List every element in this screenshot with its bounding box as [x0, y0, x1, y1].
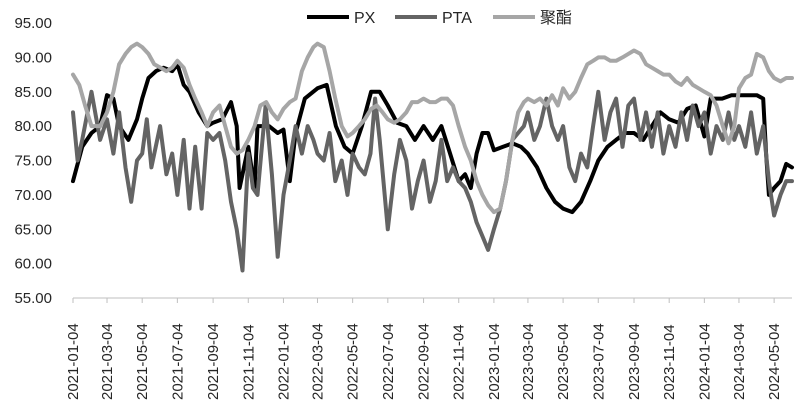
plot-area [71, 41, 794, 273]
x-tick-label: 2021-05-04 [134, 323, 151, 400]
x-tick-label: 2021-09-04 [205, 323, 222, 400]
y-tick-label: 80.00 [14, 118, 52, 135]
x-tick-label: 2022-01-04 [275, 323, 292, 400]
legend: PX PTA 聚酯 [307, 9, 572, 27]
x-tick-label: 2023-05-04 [555, 323, 572, 400]
x-tick-label: 2023-03-04 [520, 323, 537, 400]
y-tick-label: 95.00 [14, 15, 52, 32]
legend-label-2: 聚酯 [540, 9, 572, 27]
y-tick-label: 70.00 [14, 187, 52, 204]
x-tick-label: 2024-03-04 [731, 323, 748, 400]
x-tick-label: 2023-11-04 [661, 324, 678, 400]
y-tick-label: 65.00 [14, 221, 52, 238]
series-line-0 [71, 62, 794, 215]
x-tick-label: 2023-07-04 [590, 323, 607, 400]
x-tick-label: 2021-03-04 [99, 323, 116, 400]
y-tick-label: 75.00 [14, 153, 52, 170]
x-tick-label: 2021-11-04 [240, 324, 257, 400]
x-axis: 2021-01-04 2021-03-04 2021-05-04 2021-07-04… [65, 297, 792, 400]
legend-label-1: PTA [442, 10, 472, 27]
x-tick-label: 2021-07-04 [169, 323, 186, 400]
y-tick-label: 85.00 [14, 84, 52, 101]
x-tick-label: 2023-09-04 [626, 323, 643, 400]
x-tick-label: 2021-01-04 [65, 323, 82, 400]
series-line-2 [71, 41, 794, 215]
x-tick-label: 2022-05-04 [345, 323, 362, 400]
x-tick-label: 2022-11-04 [451, 324, 468, 400]
legend-label-0: PX [354, 10, 376, 27]
x-tick-label: 2022-03-04 [309, 323, 326, 400]
x-tick-label: 2022-09-04 [416, 323, 433, 400]
y-tick-label: 60.00 [14, 256, 52, 273]
series-line-1 [71, 89, 794, 273]
x-tick-label: 2024-01-04 [696, 323, 713, 400]
y-tick-label: 55.00 [14, 290, 52, 307]
x-tick-label: 2023-01-04 [486, 323, 503, 400]
x-tick-label: 2022-07-04 [380, 323, 397, 400]
y-tick-label: 90.00 [14, 49, 52, 66]
x-tick-label: 2024-05-04 [766, 323, 783, 400]
y-axis: 55.00 60.00 65.00 70.00 75.00 80.00 85.00 90.00… [14, 15, 52, 307]
